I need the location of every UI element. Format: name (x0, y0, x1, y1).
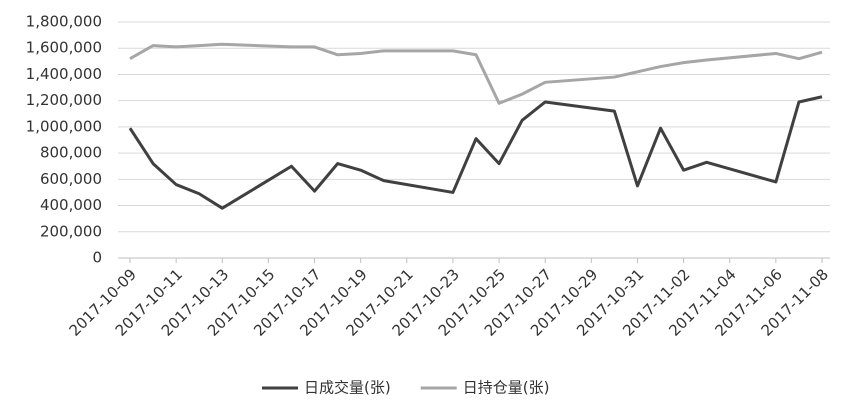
y-tick-label: 400,000 (40, 196, 102, 214)
y-tick-label: 1,400,000 (26, 65, 102, 83)
legend-label: 日成交量(张) (304, 379, 391, 397)
y-tick-label: 1,800,000 (26, 13, 102, 31)
y-tick-label: 1,000,000 (26, 117, 102, 135)
y-tick-label: 800,000 (40, 144, 102, 162)
y-tick-label: 1,200,000 (26, 91, 102, 109)
y-tick-label: 200,000 (40, 222, 102, 240)
y-tick-label: 1,600,000 (26, 39, 102, 57)
y-tick-label: 0 (92, 249, 102, 267)
y-tick-label: 600,000 (40, 170, 102, 188)
legend-label: 日持仓量(张) (463, 379, 550, 397)
series-line (128, 95, 823, 210)
series-line (129, 42, 823, 105)
